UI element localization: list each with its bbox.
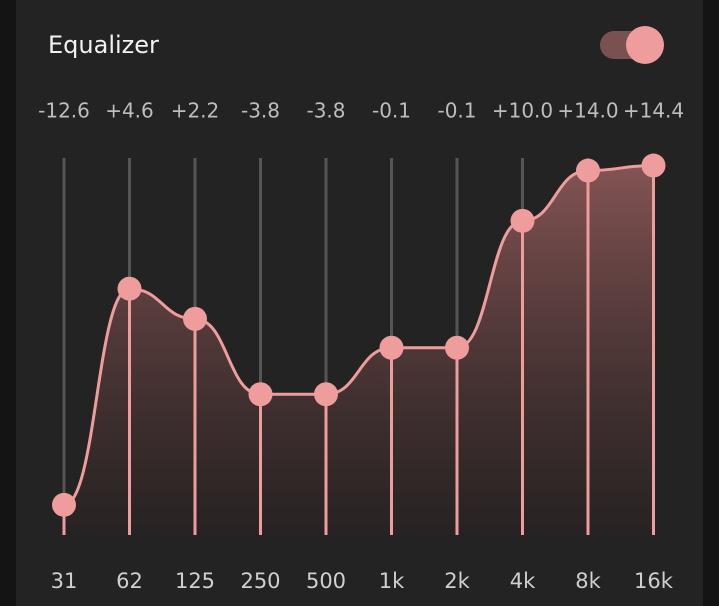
- gain-label: -12.6: [38, 99, 90, 123]
- gain-label: +4.6: [105, 99, 154, 123]
- slider-knob[interactable]: [52, 492, 76, 517]
- band-label: 250: [240, 569, 280, 593]
- gain-label: -3.8: [241, 99, 280, 123]
- band-label: 500: [306, 569, 346, 593]
- slider-knob[interactable]: [641, 153, 666, 178]
- band-label: 62: [116, 569, 143, 593]
- band-label: 1k: [379, 569, 405, 593]
- slider-knob[interactable]: [510, 208, 535, 233]
- band-label: 16k: [634, 569, 674, 593]
- gain-label: +14.4: [623, 99, 684, 123]
- band-label: 31: [51, 569, 78, 593]
- gain-label: -0.1: [372, 99, 411, 123]
- slider-knob[interactable]: [117, 276, 142, 301]
- slider-knob[interactable]: [379, 335, 404, 360]
- slider-knob[interactable]: [576, 158, 600, 183]
- band-label: 2k: [444, 569, 470, 593]
- title: Equalizer: [48, 31, 159, 59]
- gain-label: -3.8: [306, 99, 345, 123]
- band-label: 125: [175, 569, 215, 593]
- gain-label: -0.1: [437, 99, 476, 123]
- toggle-knob[interactable]: [626, 26, 664, 64]
- slider-knob[interactable]: [183, 306, 207, 331]
- slider-knob[interactable]: [314, 382, 338, 407]
- slider-knob[interactable]: [445, 335, 469, 360]
- band-label: 8k: [575, 569, 601, 593]
- curve-area: [64, 165, 654, 536]
- gain-label: +2.2: [171, 99, 220, 123]
- gain-label: +10.0: [492, 99, 553, 123]
- band-label: 4k: [510, 569, 536, 593]
- slider-knob[interactable]: [248, 382, 273, 407]
- toggle[interactable]: [600, 26, 664, 64]
- gain-label: +14.0: [557, 99, 618, 123]
